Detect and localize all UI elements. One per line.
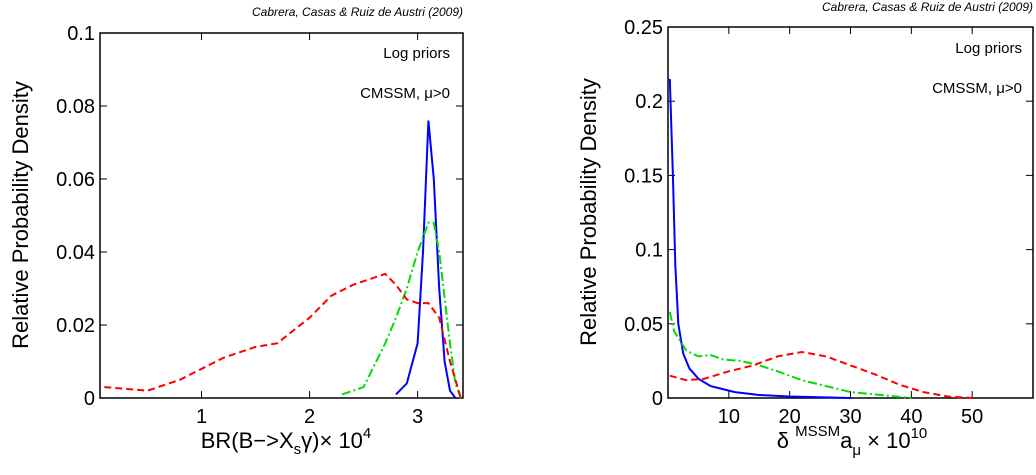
plot-frame: [99, 32, 464, 399]
y-tick-label: 0.25: [624, 17, 663, 39]
y-axis-label: Relative Probability Density: [8, 81, 33, 349]
x-label-part: 4: [363, 425, 371, 442]
y-tick-label: 0.1: [635, 240, 663, 262]
x-label-part: × 10: [861, 428, 911, 453]
y-tick-label: 0.02: [56, 315, 95, 337]
y-tick-label: 0.15: [624, 165, 663, 187]
y-tick-label: 0: [84, 388, 95, 410]
y-tick-label: 0.06: [56, 169, 95, 191]
data-line: [104, 272, 462, 399]
y-tick-label: 0.08: [56, 96, 95, 118]
x-tick-label: 50: [961, 406, 983, 428]
data-line: [341, 221, 462, 399]
y-tick-label: 0.1: [67, 23, 95, 45]
x-label-part: μ: [852, 442, 861, 459]
citation: Cabrera, Casas & Ruiz de Austri (2009): [252, 5, 463, 19]
x-label-part: γ)× 10: [301, 428, 363, 453]
x-label-part: BR(B−>X: [201, 428, 294, 453]
data-line: [395, 120, 457, 399]
y-tick-label: 0: [652, 388, 663, 410]
data-line: [669, 350, 973, 399]
annotation: Log priors: [955, 40, 1022, 57]
x-label-part: δ: [777, 428, 795, 453]
x-label-part: 10: [911, 425, 928, 442]
x-tick-label: 20: [779, 406, 801, 428]
data-line: [668, 311, 912, 399]
annotation: CMSSM, μ>0: [932, 80, 1022, 97]
x-tick-label: 3: [412, 406, 423, 428]
y-tick-label: 0.05: [624, 314, 663, 336]
y-axis-label: Relative Probability Density: [576, 78, 601, 346]
x-tick-label: 2: [304, 406, 315, 428]
x-label-part: MSSM: [795, 423, 840, 440]
annotation: CMSSM, μ>0: [360, 85, 450, 102]
annotation: Log priors: [383, 45, 450, 62]
citation: Cabrera, Casas & Ruiz de Austri (2009): [822, 0, 1033, 14]
x-label-part: s: [294, 441, 302, 458]
x-axis-label: BR(B−>Xsγ)× 104: [201, 425, 372, 458]
x-axis-label: δ MSSMaμ × 1010: [777, 423, 928, 459]
y-tick-label: 0.2: [635, 91, 663, 113]
x-tick-label: 1: [196, 406, 207, 428]
data-line: [668, 78, 851, 399]
x-tick-label: 40: [900, 406, 922, 428]
y-tick-label: 0.04: [56, 242, 95, 264]
x-tick-label: 10: [718, 406, 740, 428]
x-label-part: a: [840, 428, 853, 453]
x-tick-label: 30: [839, 406, 861, 428]
